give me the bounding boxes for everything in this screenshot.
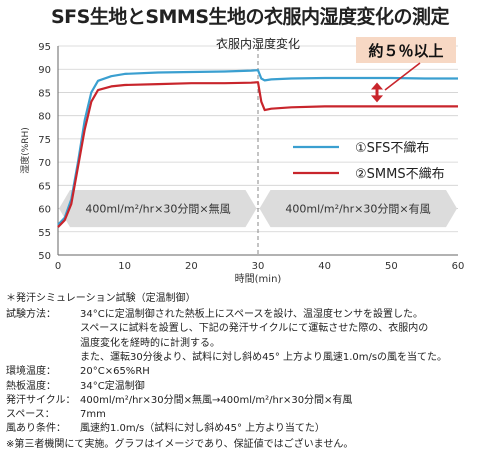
y-tick-label: 65 — [38, 181, 51, 192]
note-row: スペース： 7mm — [6, 408, 106, 422]
y-tick-label: 90 — [38, 65, 51, 76]
phase-label: 400ml/m²/hr×30分間×有風 — [285, 202, 430, 216]
page-title: SFS生地とSMMS生地の衣服内湿度変化の測定 — [50, 6, 450, 28]
x-tick-label: 50 — [385, 261, 398, 272]
x-tick-label: 60 — [452, 261, 465, 272]
note-row: 熱板温度： 34°C定温制御 — [6, 380, 145, 394]
x-axis-label: 時間(min) — [235, 273, 282, 285]
y-tick-label: 60 — [38, 205, 51, 216]
note-text: 温度変化を経時的に計測する。 — [80, 337, 220, 349]
y-axis-label: 湿度(%RH) — [19, 127, 31, 174]
phase-label: 400ml/m²/hr×30分間×無風 — [85, 202, 230, 216]
series-line-smms — [57, 81, 458, 228]
notes-heading: ＊発汗シミュレーション試験（定温制御） — [6, 293, 196, 304]
note-text: 20°C×65%RH — [80, 366, 150, 378]
x-tick-label: 20 — [185, 261, 198, 272]
chart-title: 衣服内湿度変化 — [216, 36, 300, 51]
x-tick-label: 40 — [318, 261, 331, 272]
annotation-box — [356, 37, 456, 63]
y-tick-label: 70 — [38, 158, 51, 169]
note-row: スペースに試料を設置し、下記の発汗サイクルにて運転させた際の、衣服内の — [6, 322, 428, 336]
note-row: 発汗サイクル： 400ml/m²/hr×30分間×無風→400ml/m²/hr×3… — [6, 394, 352, 408]
annotation-text: 約５％以上 — [368, 42, 443, 60]
phase-arrow — [259, 189, 457, 228]
phase-arrow — [59, 189, 257, 228]
note-text: また、運転30分後より、試料に対し斜め45° 上方より風速1.0m/sの風を当て… — [80, 351, 448, 363]
note-text: スペースに試料を設置し、下記の発汗サイクルにて運転させた際の、衣服内の — [80, 323, 429, 335]
humidity-line-chart: 50 55 60 65 70 75 80 85 90 95 0 10 20 30 40 50 60 衣服内湿度変化… — [19, 36, 465, 285]
legend-label: ①SFS不織布 — [355, 141, 429, 156]
note-row: 温度変化を経時的に計測する。 — [6, 337, 220, 351]
difference-arrow-head-down — [371, 95, 383, 103]
y-tick-label: 55 — [38, 228, 51, 239]
x-tick-label: 10 — [118, 261, 131, 272]
note-text: 7mm — [80, 409, 106, 421]
note-label: 試験方法： — [6, 309, 56, 320]
y-tick-label: 95 — [38, 42, 51, 53]
y-tick-label: 50 — [38, 251, 51, 262]
annotation-pointer — [384, 62, 421, 91]
series-line-sfs — [57, 69, 458, 226]
y-tick-label: 85 — [38, 88, 51, 99]
note-label: 風あり条件： — [6, 423, 66, 435]
note-label: 環境温度： — [6, 366, 56, 378]
y-tick-label: 80 — [38, 112, 51, 123]
note-row: 試験方法： 34°Cに定温制御された熱板上にスペースを設け、温湿度センサを設置した… — [6, 308, 423, 322]
legend-label: ②SMMS不織布 — [355, 167, 445, 182]
difference-arrow-head-up — [371, 82, 383, 90]
note-label: 熱板温度： — [6, 380, 56, 392]
note-row: 風あり条件： 風速約1.0m/s（試料に対し斜め45° 上方より当てた） — [6, 422, 325, 436]
x-tick-label: 30 — [252, 261, 265, 272]
note-row: 環境温度： 20°C×65%RH — [6, 365, 150, 379]
note-text: 400ml/m²/hr×30分間×無風→400ml/m²/hr×30分間×有風 — [80, 394, 353, 406]
note-label: 発汗サイクル： — [6, 394, 76, 406]
notes-footer: ※第三者機関にて実施。グラフはイメージであり、保証値ではございません。 — [6, 439, 354, 450]
note-text: 34°C定温制御 — [80, 380, 145, 392]
x-tick-label: 0 — [55, 261, 61, 272]
note-text: 風速約1.0m/s（試料に対し斜め45° 上方より当てた） — [80, 423, 325, 435]
note-row: また、運転30分後より、試料に対し斜め45° 上方より風速1.0m/sの風を当て… — [6, 351, 447, 365]
note-label: スペース： — [6, 409, 55, 421]
y-tick-label: 75 — [38, 135, 51, 146]
note-text: 34°Cに定温制御された熱板上にスペースを設け、温湿度センサを設置した。 — [80, 309, 424, 320]
